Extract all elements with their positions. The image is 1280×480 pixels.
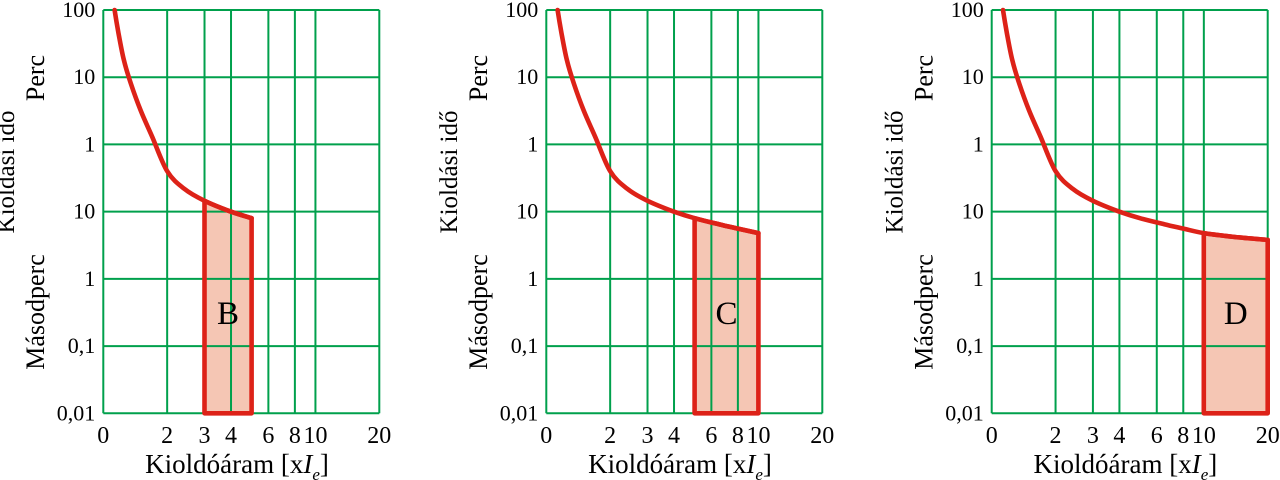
trip-zone-fill [204,200,252,414]
y-tick-label: 100 [62,0,95,22]
x-tick-label: 6 [705,423,717,449]
x-tick-label: 4 [1113,423,1125,449]
x-axis-title: Kioldóáram [xIe] [588,449,772,480]
y-tick-label: 0,1 [956,333,984,358]
x-tick-label: 3 [642,423,654,449]
x-tick-label: 20 [810,423,834,449]
y-axis-unit-minutes: Perc [464,55,493,101]
trip-curve [1000,7,1271,243]
trip-zone-label: C [715,296,737,332]
y-axis-unit-seconds: Másodperc [909,254,938,370]
x-tick-label: 4 [668,423,680,449]
x-tick-label: 10 [1192,423,1216,449]
x-tick-label: 0 [97,423,109,449]
x-tick-label: 0 [986,423,998,449]
trip-curve [555,7,761,236]
y-axis-title: Kioldási idő [0,111,20,234]
y-tick-label: 10 [962,199,984,224]
trip-zone-label: D [1224,296,1248,332]
y-tick-label: 0,01 [500,400,539,425]
x-tick-label: 8 [732,423,744,449]
y-tick-labels: 100 10 1 10 1 0,1 0,01 [945,0,984,425]
zone-fill-layer [204,200,252,414]
y-axis-unit-minutes: Perc [21,55,50,101]
x-tick-label: 20 [1256,423,1280,449]
x-tick-label: 3 [199,423,211,449]
x-tick-labels: 0 2 3 4 6 8 10 20 [986,423,1280,449]
y-tick-label: 1 [973,266,984,291]
y-tick-labels: 100 10 1 10 1 0,1 0,01 [500,0,539,425]
y-tick-label: 0,1 [68,333,96,358]
y-axis-title: Kioldási idő [881,111,908,234]
y-tick-label: 10 [962,64,984,89]
y-tick-label: 0,1 [511,333,539,358]
y-tick-label: 100 [505,0,538,22]
x-tick-label: 6 [1151,423,1163,449]
trip-zone-label: B [217,296,239,332]
x-tick-label: 6 [262,423,274,449]
y-tick-label: 1 [527,131,538,156]
y-tick-label: 1 [84,131,95,156]
x-axis-title: Kioldóáram [xIe] [1034,449,1218,480]
x-tick-label: 2 [1050,423,1062,449]
x-tick-label: 3 [1087,423,1099,449]
x-tick-labels: 0 2 3 4 6 8 10 20 [540,423,834,449]
x-tick-labels: 0 2 3 4 6 8 10 20 [97,423,391,449]
x-tick-label: 2 [161,423,173,449]
y-tick-label: 0,01 [945,400,984,425]
x-tick-label: 20 [367,423,391,449]
y-axis-title: Kioldási idő [436,111,463,234]
x-tick-label: 8 [1177,423,1189,449]
y-tick-label: 10 [516,64,538,89]
y-tick-labels: 100 10 1 10 1 0,1 0,01 [57,0,96,425]
y-tick-label: 1 [527,266,538,291]
y-axis-unit-minutes: Perc [909,55,938,101]
grid-layer [545,9,824,415]
x-tick-label: 4 [225,423,237,449]
y-axis-unit-seconds: Másodperc [464,254,493,370]
x-tick-label: 10 [746,423,770,449]
y-tick-label: 100 [951,0,984,22]
y-tick-label: 10 [73,199,95,224]
y-tick-label: 1 [84,266,95,291]
x-tick-label: 2 [604,423,616,449]
y-tick-label: 1 [973,131,984,156]
x-tick-label: 10 [303,423,327,449]
y-axis-unit-seconds: Másodperc [21,254,50,370]
x-tick-label: 0 [540,423,552,449]
x-axis-title: Kioldóáram [xIe] [145,449,329,480]
trip-curve [112,7,254,221]
y-tick-label: 10 [73,64,95,89]
y-tick-label: 0,01 [57,400,96,425]
x-tick-label: 8 [289,423,301,449]
y-tick-label: 10 [516,199,538,224]
